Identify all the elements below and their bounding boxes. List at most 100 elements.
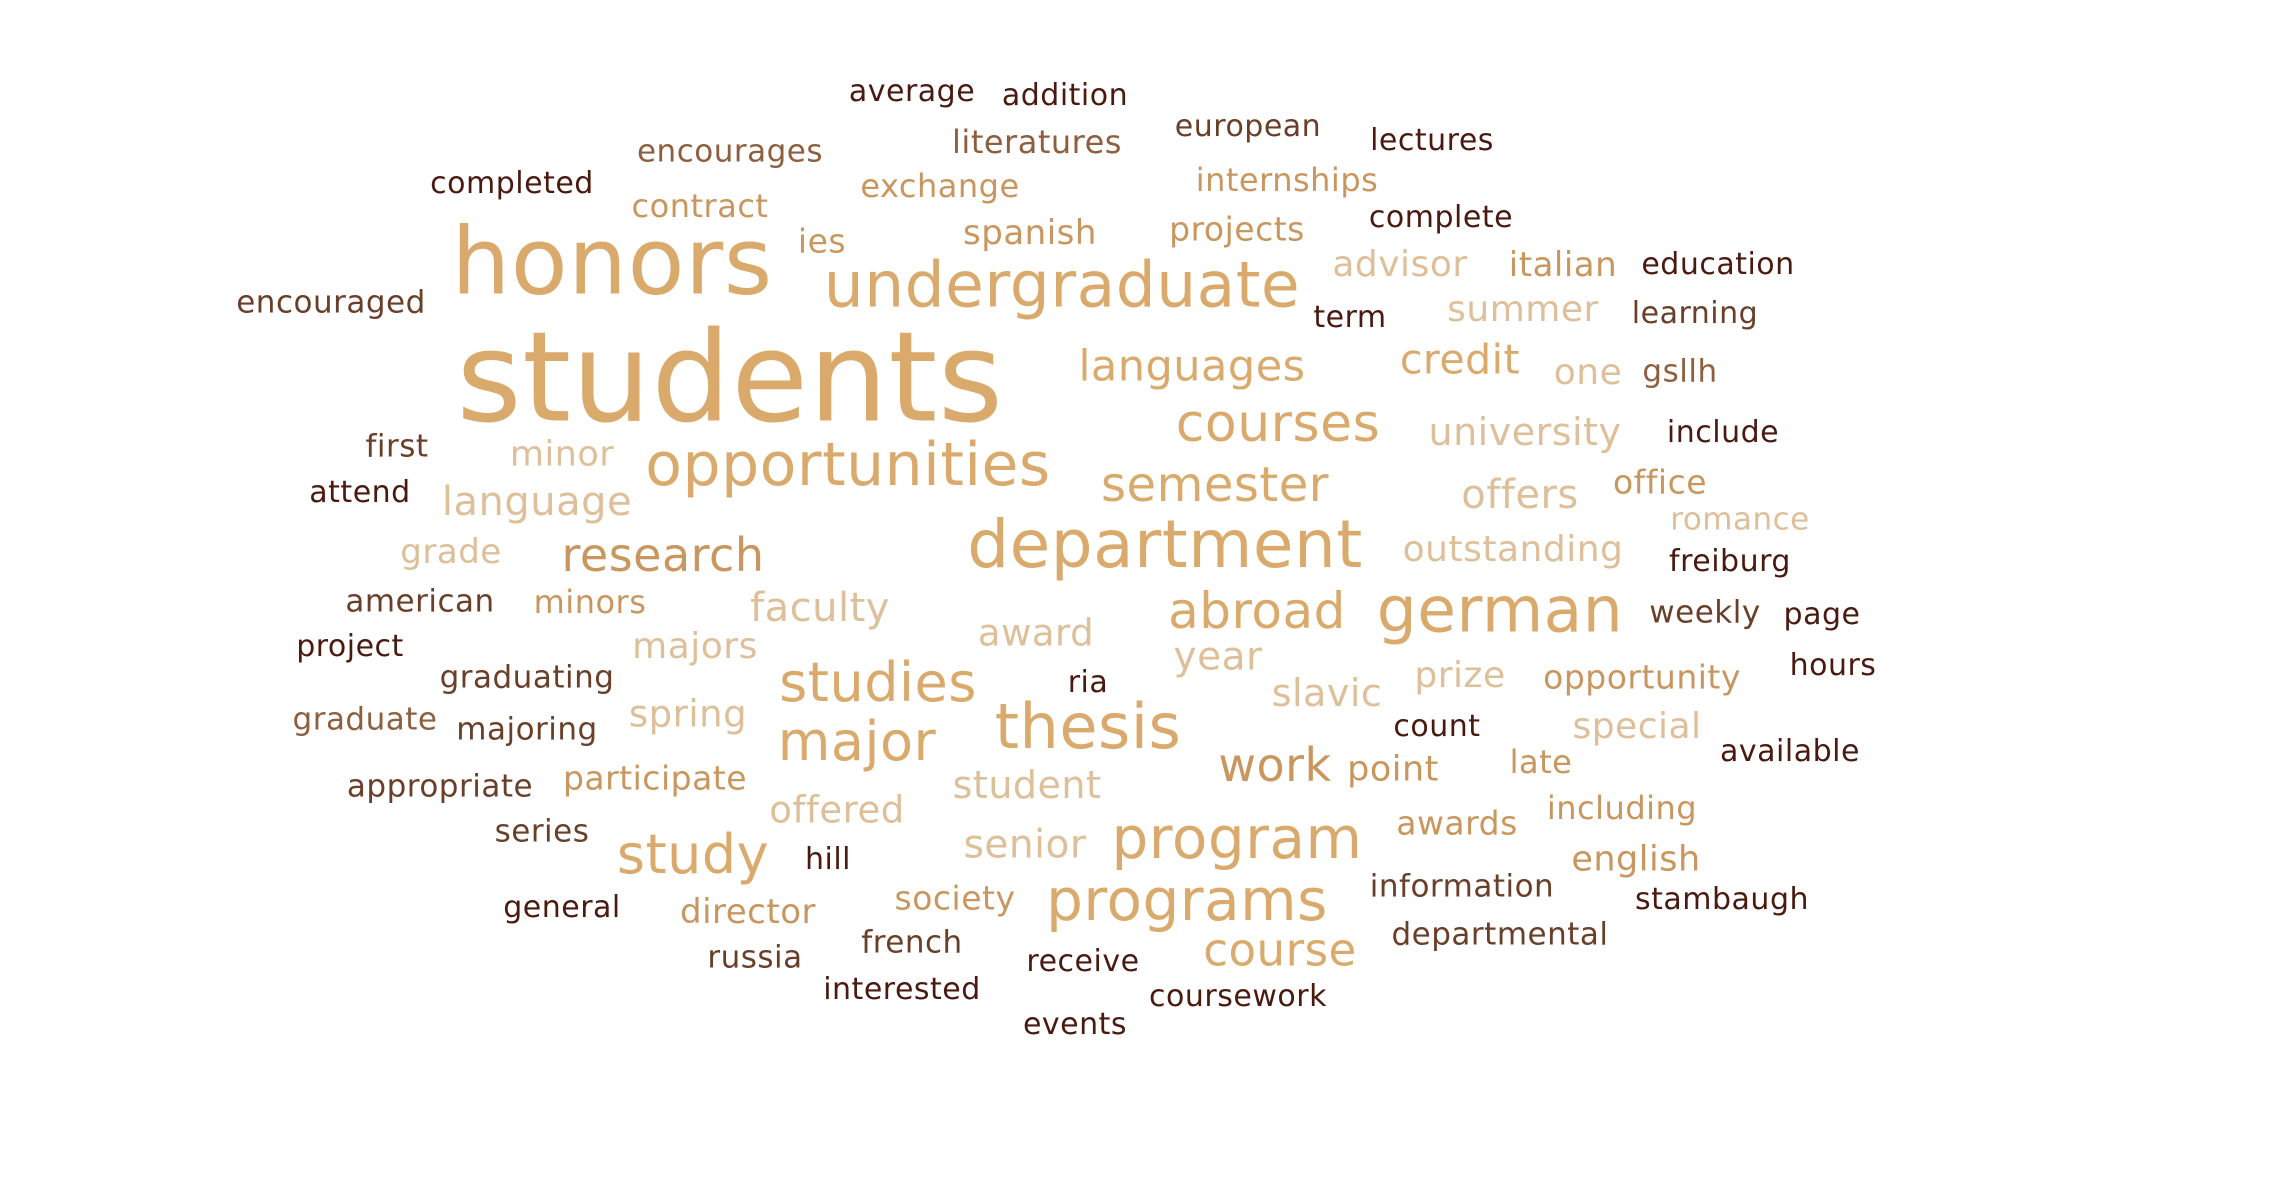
word: students [456, 305, 1004, 451]
word: encourages [636, 133, 824, 170]
word: majors [632, 626, 758, 667]
word: graduating [439, 659, 615, 696]
word: ria [1067, 665, 1109, 700]
word: spring [628, 692, 748, 736]
word: abroad [1168, 582, 1346, 640]
word: page [1783, 597, 1861, 632]
word: honors [451, 207, 773, 316]
word: gsllh [1642, 353, 1718, 390]
word: major [777, 710, 937, 773]
word: ies [797, 221, 847, 261]
word: learning [1631, 296, 1759, 331]
word: prize [1414, 655, 1506, 696]
word: graduate [292, 701, 438, 738]
word: education [1641, 247, 1795, 282]
word: spanish [963, 213, 1097, 253]
word: project [296, 629, 404, 664]
word: french [861, 924, 963, 961]
word: study [616, 823, 770, 886]
word: faculty [750, 585, 890, 631]
word: english [1571, 839, 1701, 880]
word: grade [400, 532, 502, 572]
word: addition [1001, 78, 1129, 113]
word: information [1369, 868, 1555, 905]
word: participate [562, 758, 748, 798]
word: departmental [1391, 916, 1609, 953]
word: minors [533, 583, 647, 621]
word: italian [1508, 245, 1618, 285]
word: freiburg [1669, 544, 1791, 579]
word: course [1203, 923, 1357, 977]
word: opportunity [1543, 657, 1741, 697]
word: european [1174, 109, 1322, 144]
word: director [680, 892, 816, 932]
word: romance [1670, 501, 1810, 538]
word: events [1022, 1007, 1128, 1042]
word: receive [1026, 944, 1140, 979]
word: attend [309, 475, 411, 510]
word: award [977, 611, 1095, 655]
word: semester [1101, 457, 1329, 513]
word: appropriate [346, 768, 534, 805]
word: including [1546, 789, 1698, 827]
word: research [561, 528, 765, 582]
word: outstanding [1402, 529, 1624, 570]
word: department [967, 506, 1363, 583]
word: count [1393, 709, 1481, 744]
word: first [365, 428, 429, 465]
word: complete [1368, 200, 1514, 235]
word: point [1347, 749, 1439, 790]
word: slavic [1271, 671, 1383, 715]
word: minor [509, 434, 615, 475]
word: interested [823, 972, 981, 1007]
word: german [1376, 573, 1624, 647]
word: programs [1046, 866, 1328, 934]
word: office [1612, 462, 1708, 502]
word: average [848, 74, 976, 109]
word: undergraduate [823, 248, 1301, 322]
word: opportunities [645, 430, 1051, 500]
word: stambaugh [1635, 882, 1809, 917]
word: exchange [860, 167, 1020, 205]
word: completed [430, 166, 594, 201]
word: thesis [994, 690, 1182, 763]
word: lectures [1370, 123, 1494, 158]
word: awards [1396, 803, 1518, 843]
word: one [1553, 352, 1623, 393]
word: term [1313, 300, 1387, 335]
word: work [1218, 738, 1332, 792]
word: special [1572, 706, 1702, 747]
word: weekly [1649, 594, 1761, 631]
word: hill [804, 842, 852, 877]
word: summer [1447, 289, 1599, 330]
word: coursework [1149, 979, 1327, 1014]
word: american [345, 583, 495, 620]
word: offers [1461, 472, 1579, 518]
word: studies [779, 651, 977, 714]
word: late [1509, 743, 1573, 781]
word: student [952, 763, 1102, 807]
word: majoring [456, 711, 598, 748]
word: include [1666, 415, 1780, 450]
word: senior [963, 822, 1087, 868]
word: courses [1175, 394, 1381, 454]
word: credit [1399, 335, 1521, 384]
word: program [1111, 804, 1363, 872]
word: society [894, 878, 1016, 918]
word: hours [1789, 648, 1877, 683]
word: literatures [952, 123, 1122, 161]
word: university [1428, 410, 1622, 454]
word: russia [707, 939, 803, 976]
word: year [1173, 634, 1263, 680]
word: language [441, 479, 633, 525]
word: languages [1078, 341, 1306, 392]
word: contract [631, 187, 769, 225]
word: offered [769, 788, 905, 832]
word: projects [1169, 209, 1305, 249]
word: advisor [1332, 244, 1468, 285]
word: available [1720, 734, 1860, 769]
word: encouraged [236, 284, 426, 321]
word: internships [1195, 161, 1379, 199]
word: series [494, 813, 590, 850]
